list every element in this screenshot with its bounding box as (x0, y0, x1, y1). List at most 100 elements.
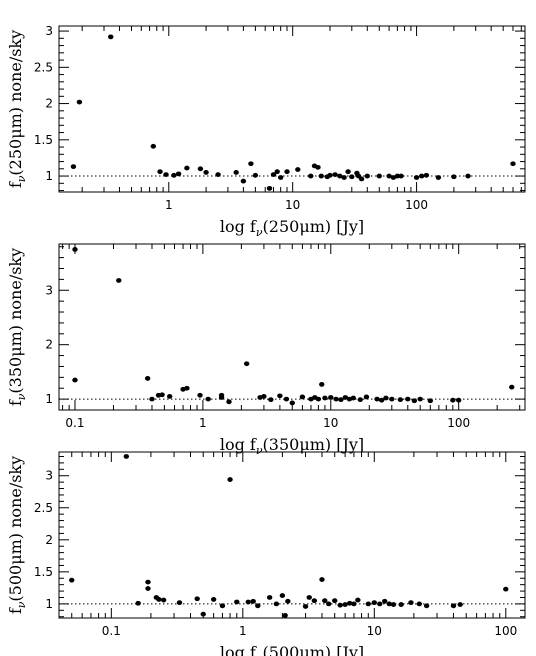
x-tick-label: 1 (239, 624, 247, 638)
data-point (226, 399, 232, 405)
data-point (349, 174, 355, 180)
data-point (405, 396, 411, 402)
data-point (350, 395, 357, 401)
data-point (200, 611, 206, 617)
data-point (160, 597, 167, 603)
data-point (295, 167, 301, 172)
data-point (419, 173, 425, 179)
data-point (394, 173, 401, 179)
data-point (358, 176, 365, 182)
data-point (450, 397, 456, 403)
x-tick-label: 10 (367, 624, 382, 638)
y-axis-label-text: (250μm) none/sky (6, 30, 25, 176)
data-point (322, 598, 328, 604)
x-tick-label: 10 (323, 416, 338, 430)
data-point (248, 161, 254, 167)
x-tick-label: 100 (405, 198, 428, 212)
data-point (423, 603, 430, 609)
data-point (319, 382, 325, 387)
x-tick-label: 100 (494, 624, 517, 638)
data-point (302, 604, 309, 609)
y-tick-label: 1 (45, 392, 53, 406)
y-axis-label-text: (350μm) none/sky (6, 248, 25, 394)
data-point (69, 577, 75, 583)
y-tick-label: 1 (45, 169, 53, 183)
data-point (149, 396, 155, 402)
y-tick-label: 1.5 (34, 565, 53, 579)
data-point (509, 384, 515, 390)
data-point (70, 164, 77, 170)
y-tick-label: 1 (45, 597, 53, 611)
data-point (72, 377, 78, 383)
data-point (203, 170, 209, 175)
plot-frame (58, 451, 526, 619)
data-point (328, 395, 334, 400)
data-point (398, 173, 404, 179)
y-tick-label: 3 (45, 283, 53, 297)
data-point (282, 613, 288, 618)
data-point (351, 601, 357, 607)
y-tick-label: 2 (45, 97, 53, 111)
data-point (378, 397, 385, 403)
data-point (423, 172, 430, 178)
data-point (144, 376, 151, 381)
data-point (365, 601, 371, 607)
data-point (355, 597, 361, 603)
x-tick-label: 10 (285, 198, 300, 212)
data-point (233, 170, 239, 175)
data-point (123, 454, 130, 459)
data-point (163, 172, 169, 178)
data-point (417, 396, 423, 402)
data-point (250, 598, 256, 604)
data-point (261, 393, 267, 399)
data-point (413, 175, 420, 180)
data-point (386, 601, 392, 607)
data-point (397, 397, 404, 403)
x-axis-label-subscript: ν (256, 444, 263, 457)
x-axis-label-text: (350μm) [Jy] (263, 435, 365, 454)
x-axis-label: log fν(500μm) [Jy] (220, 643, 364, 656)
data-point (315, 164, 321, 170)
data-point (108, 34, 114, 40)
y-axis-label-subscript: ν (15, 601, 28, 608)
y-axis-label-text: f (6, 181, 25, 188)
data-point (194, 596, 200, 602)
data-point (159, 392, 165, 398)
data-point (156, 597, 162, 602)
data-point (273, 601, 280, 607)
data-point (408, 600, 414, 606)
data-point (345, 169, 351, 175)
data-point (386, 173, 392, 179)
data-point (346, 600, 353, 606)
x-axis-label: log fν(250μm) [Jy] (220, 217, 364, 239)
data-point (240, 178, 247, 184)
data-point (383, 395, 389, 401)
y-axis-label: fν(350μm) none/sky (6, 248, 28, 406)
data-point (364, 173, 370, 179)
data-point (337, 602, 343, 608)
y-tick-label: 3 (45, 24, 53, 38)
data-point (210, 597, 217, 602)
data-point (510, 161, 516, 167)
data-point (371, 600, 377, 606)
data-point (145, 579, 151, 585)
y-tick-label: 2.5 (34, 501, 53, 515)
data-point (245, 599, 251, 605)
x-axis-label: log fν(350μm) [Jy] (220, 435, 364, 457)
x-tick-label: 0.1 (65, 416, 84, 430)
x-axis-label-text: log f (220, 217, 257, 236)
x-tick-label: 100 (447, 416, 470, 430)
data-point (363, 394, 370, 400)
data-point (135, 600, 141, 606)
y-tick-label: 2 (45, 338, 53, 352)
data-point (266, 595, 273, 600)
data-point (197, 166, 204, 172)
data-point (184, 385, 190, 391)
y-axis-label-subscript: ν (15, 175, 28, 182)
data-point (322, 395, 328, 401)
y-axis-label: fν(500μm) none/sky (6, 456, 28, 614)
